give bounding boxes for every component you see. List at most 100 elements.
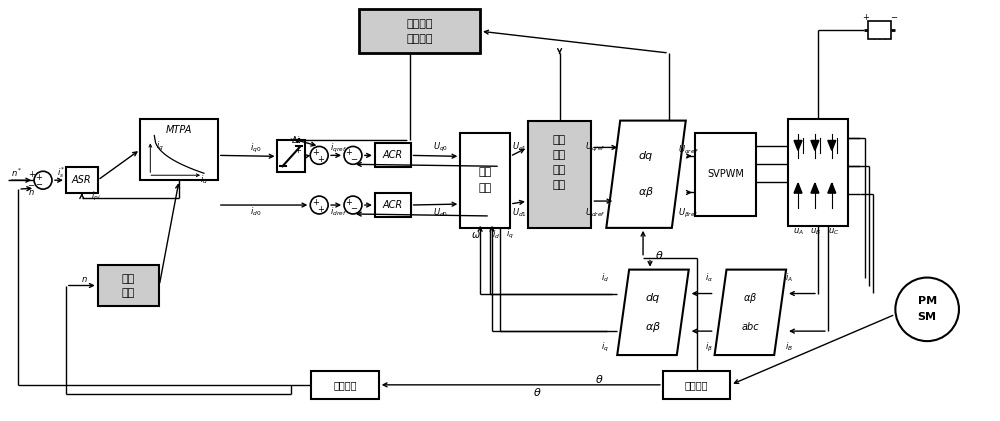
Text: $i_q$: $i_q$ — [506, 228, 514, 241]
Text: 修正: 修正 — [553, 180, 566, 190]
Text: −: − — [28, 181, 35, 190]
Text: dq: dq — [639, 151, 653, 161]
Text: $i_q$: $i_q$ — [601, 341, 609, 354]
Text: 前馈: 前馈 — [478, 167, 492, 177]
Text: $i_{dref}$: $i_{dref}$ — [330, 206, 347, 218]
Bar — [663, 371, 730, 399]
Text: $\alpha\beta$: $\alpha\beta$ — [645, 320, 661, 334]
Text: −: − — [350, 205, 357, 213]
Text: +: + — [312, 148, 319, 157]
Text: 矢量: 矢量 — [553, 165, 566, 175]
Text: 转速计算: 转速计算 — [333, 380, 357, 390]
Text: $u_A$: $u_A$ — [793, 226, 803, 237]
Circle shape — [344, 196, 362, 214]
Circle shape — [310, 147, 328, 164]
Text: abc: abc — [742, 322, 759, 332]
Text: +: + — [346, 148, 352, 157]
Text: 参考: 参考 — [553, 136, 566, 146]
Circle shape — [310, 196, 328, 214]
Text: $U_{\alpha ref}$: $U_{\alpha ref}$ — [678, 143, 699, 156]
Text: $i_{qref}$: $i_{qref}$ — [330, 142, 347, 155]
Text: $U_{q0}$: $U_{q0}$ — [433, 141, 448, 154]
Text: 解耦: 解耦 — [478, 183, 492, 193]
Text: −: − — [350, 155, 357, 164]
Text: $i_{pi}$: $i_{pi}$ — [91, 189, 101, 203]
Text: +: + — [317, 155, 324, 164]
Text: +: + — [294, 146, 301, 155]
Text: $n$: $n$ — [28, 188, 34, 197]
Text: +: + — [312, 197, 319, 207]
Text: ACR: ACR — [383, 150, 403, 160]
Polygon shape — [617, 269, 689, 355]
Text: 规划: 规划 — [122, 288, 135, 298]
Text: +: + — [862, 13, 869, 22]
Circle shape — [895, 277, 959, 341]
Text: $U_{q1}$: $U_{q1}$ — [512, 141, 527, 154]
Text: $\alpha\beta$: $\alpha\beta$ — [638, 186, 654, 200]
Bar — [375, 193, 411, 217]
Text: $i_d$: $i_d$ — [200, 174, 208, 187]
Text: $U_{dref}$: $U_{dref}$ — [585, 207, 606, 219]
Text: PM: PM — [918, 296, 937, 306]
Text: $u_B$: $u_B$ — [810, 226, 821, 237]
Text: $U_{qref}$: $U_{qref}$ — [585, 141, 606, 154]
Text: 轨迹: 轨迹 — [122, 274, 135, 284]
Text: +: + — [36, 173, 42, 182]
Text: $\theta$: $\theta$ — [595, 373, 604, 385]
Polygon shape — [811, 183, 819, 193]
Polygon shape — [811, 141, 819, 150]
Text: $i_\beta$: $i_\beta$ — [705, 341, 713, 354]
Bar — [98, 265, 159, 306]
Text: −: − — [890, 13, 897, 22]
Bar — [695, 133, 756, 216]
Bar — [528, 120, 591, 228]
Text: $i_d$: $i_d$ — [492, 229, 500, 241]
Text: $U_{d0}$: $U_{d0}$ — [433, 207, 448, 219]
Circle shape — [344, 147, 362, 164]
Text: $\theta$: $\theta$ — [533, 386, 542, 398]
Bar — [460, 133, 510, 228]
Bar — [66, 167, 98, 193]
Polygon shape — [794, 183, 802, 193]
Text: +: + — [317, 205, 324, 213]
Polygon shape — [828, 141, 836, 150]
Bar — [788, 119, 848, 226]
Polygon shape — [828, 183, 836, 193]
Text: −: − — [36, 180, 43, 189]
Text: $\Delta i$: $\Delta i$ — [291, 134, 301, 145]
Bar — [277, 141, 305, 172]
Text: $i_{d0}$: $i_{d0}$ — [250, 206, 261, 218]
Text: $U_{\beta ref}$: $U_{\beta ref}$ — [678, 206, 699, 219]
Text: +: + — [346, 197, 352, 207]
Polygon shape — [794, 141, 802, 150]
Text: +: + — [28, 170, 35, 179]
Text: 弱磁控制: 弱磁控制 — [406, 34, 433, 44]
Text: $\alpha\beta$: $\alpha\beta$ — [743, 291, 758, 305]
Text: $U_{d1}$: $U_{d1}$ — [512, 207, 527, 219]
Bar — [311, 371, 379, 399]
Text: $n^*$: $n^*$ — [11, 167, 23, 179]
Text: $i_{s}^{*}$: $i_{s}^{*}$ — [57, 165, 65, 180]
Bar — [359, 9, 480, 53]
Text: $i_B$: $i_B$ — [785, 341, 793, 353]
Text: $i_A$: $i_A$ — [785, 271, 793, 284]
Polygon shape — [606, 120, 686, 228]
Text: $\omega$: $\omega$ — [471, 230, 481, 240]
Text: ASR: ASR — [72, 175, 92, 185]
Text: 电压反馈: 电压反馈 — [406, 19, 433, 29]
Text: SM: SM — [918, 312, 937, 322]
Text: $i_\alpha$: $i_\alpha$ — [705, 271, 713, 284]
Bar — [140, 119, 218, 180]
Text: 电压: 电压 — [553, 150, 566, 160]
Circle shape — [34, 171, 52, 189]
Text: dq: dq — [646, 293, 660, 303]
Text: $i_d$: $i_d$ — [601, 271, 609, 284]
Text: $n$: $n$ — [81, 275, 88, 284]
Polygon shape — [715, 269, 786, 355]
Text: SVPWM: SVPWM — [707, 169, 744, 179]
Text: $i_{q0}$: $i_{q0}$ — [250, 142, 261, 155]
Text: $i_q$: $i_q$ — [156, 140, 164, 153]
Text: $\theta$: $\theta$ — [655, 249, 663, 261]
Bar — [868, 21, 891, 39]
Bar — [375, 144, 411, 167]
